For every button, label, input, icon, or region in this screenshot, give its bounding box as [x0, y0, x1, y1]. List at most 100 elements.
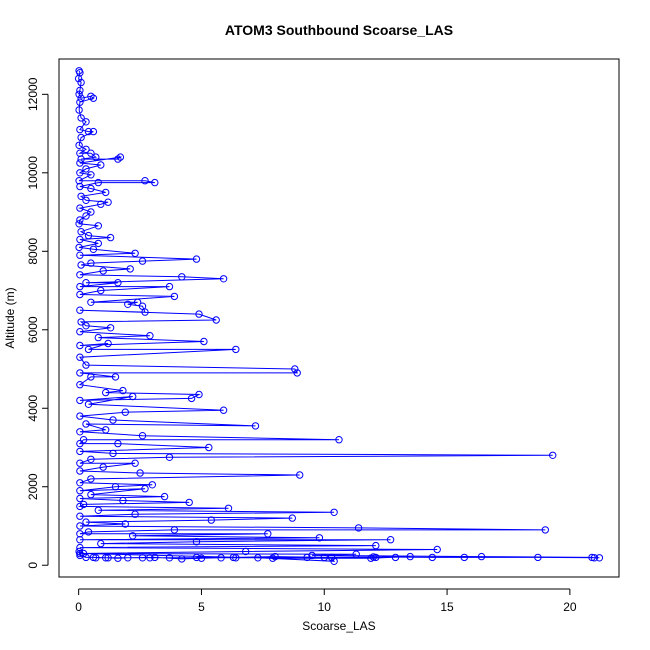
data-point — [76, 182, 84, 191]
data-point — [406, 552, 414, 561]
data-point — [76, 381, 84, 389]
data-point — [87, 455, 95, 463]
data-point — [104, 198, 112, 206]
data-point — [94, 222, 103, 230]
data-point — [151, 178, 159, 187]
data-point — [114, 155, 122, 163]
data-point — [76, 169, 84, 177]
data-point — [99, 463, 107, 471]
data-point — [87, 298, 95, 306]
data-point — [124, 554, 132, 562]
data-point — [291, 365, 299, 373]
data-point — [428, 553, 436, 562]
y-tick-label: 10000 — [26, 156, 40, 190]
data-point — [87, 259, 95, 267]
data-point — [330, 508, 338, 516]
data-point — [327, 553, 336, 562]
data-point — [76, 282, 84, 291]
data-point — [549, 451, 557, 459]
data-point — [75, 547, 83, 556]
data-point — [109, 449, 117, 458]
x-tick-label: 0 — [75, 600, 82, 614]
data-point — [84, 231, 93, 240]
x-tick-label: 20 — [563, 600, 577, 614]
data-point — [102, 188, 110, 197]
data-point — [87, 149, 95, 157]
data-point — [119, 496, 127, 505]
data-point — [82, 361, 90, 369]
data-point — [477, 552, 486, 561]
data-point — [232, 554, 240, 562]
data-point — [97, 200, 105, 208]
data-point — [87, 171, 95, 179]
data-point — [200, 337, 208, 346]
data-point — [232, 345, 240, 354]
data-point — [121, 520, 130, 528]
data-point — [82, 279, 90, 287]
y-axis-label: Altitude (m) — [3, 287, 17, 348]
data-point — [242, 547, 250, 556]
data-point — [76, 341, 84, 350]
data-point — [141, 485, 149, 493]
data-point — [146, 554, 154, 562]
data-point — [141, 308, 149, 316]
data-point — [148, 481, 157, 489]
data-point — [590, 554, 599, 562]
data-point — [75, 177, 83, 185]
data-point — [76, 204, 84, 212]
data-point — [77, 318, 85, 326]
data-point — [76, 459, 84, 467]
data-point — [111, 483, 120, 491]
data-point — [315, 534, 324, 542]
data-point — [87, 475, 95, 483]
data-point — [84, 400, 93, 408]
data-point — [89, 94, 98, 102]
data-point — [460, 553, 468, 562]
data-point — [197, 554, 206, 562]
data-point — [97, 286, 105, 295]
data-point — [76, 487, 84, 495]
series-line — [77, 70, 600, 562]
data-point — [102, 554, 110, 562]
data-point — [104, 339, 112, 348]
data-point — [126, 265, 134, 273]
data-point — [205, 443, 213, 452]
data-point — [84, 127, 93, 136]
data-point — [82, 420, 90, 428]
data-point — [87, 208, 95, 216]
data-point — [136, 469, 144, 477]
data-point — [75, 141, 83, 150]
data-point — [207, 516, 216, 524]
data-point — [84, 528, 93, 536]
data-point — [76, 235, 84, 244]
data-point — [129, 532, 137, 540]
data-point — [131, 510, 139, 518]
data-point — [97, 539, 105, 548]
data-point — [79, 549, 88, 558]
data-point — [541, 526, 549, 534]
data-point — [254, 554, 262, 562]
data-point — [141, 177, 149, 185]
data-point — [165, 554, 174, 562]
data-point — [264, 530, 272, 538]
data-point — [138, 554, 147, 562]
data-point — [76, 216, 84, 224]
y-tick-label: 0 — [26, 562, 40, 569]
data-point — [82, 145, 90, 154]
data-point — [192, 255, 201, 263]
data-point — [165, 453, 174, 461]
data-point — [224, 504, 233, 512]
data-point — [76, 369, 84, 377]
data-point — [102, 426, 110, 434]
data-point — [138, 257, 147, 265]
plot-frame — [58, 58, 620, 578]
data-point — [104, 554, 112, 562]
data-point — [296, 471, 304, 479]
data-point — [76, 328, 84, 336]
data-point — [77, 78, 85, 87]
data-point — [372, 553, 380, 562]
data-point — [121, 408, 130, 416]
data-point — [75, 106, 83, 114]
data-point — [195, 390, 203, 399]
data-point — [77, 133, 85, 142]
